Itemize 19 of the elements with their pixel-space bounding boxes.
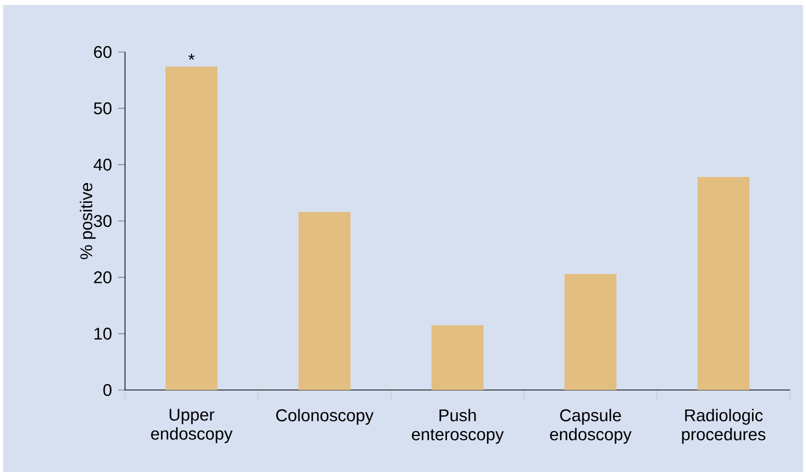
- y-tick-label: 30: [94, 214, 112, 228]
- bar: [298, 212, 351, 390]
- y-tick-label: 0: [103, 384, 112, 396]
- bar: [166, 66, 218, 390]
- y-tick-label: 10: [94, 328, 112, 340]
- bar: [432, 325, 484, 390]
- y-tick-label: 50: [94, 102, 112, 114]
- bar: [564, 274, 617, 390]
- x-tick-label: Radiologic procedures: [682, 408, 766, 444]
- x-tick-label: Colonoscopy: [276, 408, 374, 425]
- annotation: *: [188, 54, 195, 60]
- bar: [698, 177, 750, 390]
- x-tick-label: Capsule endoscopy: [550, 408, 632, 444]
- y-tick-label: 60: [94, 46, 112, 58]
- x-tick-label: Push enteroscopy: [412, 408, 504, 444]
- x-tick-label: Upper endoscopy: [151, 408, 233, 444]
- y-axis-title: % positive: [80, 183, 96, 260]
- y-tick-label: 20: [94, 271, 112, 284]
- y-tick-label: 40: [94, 158, 112, 171]
